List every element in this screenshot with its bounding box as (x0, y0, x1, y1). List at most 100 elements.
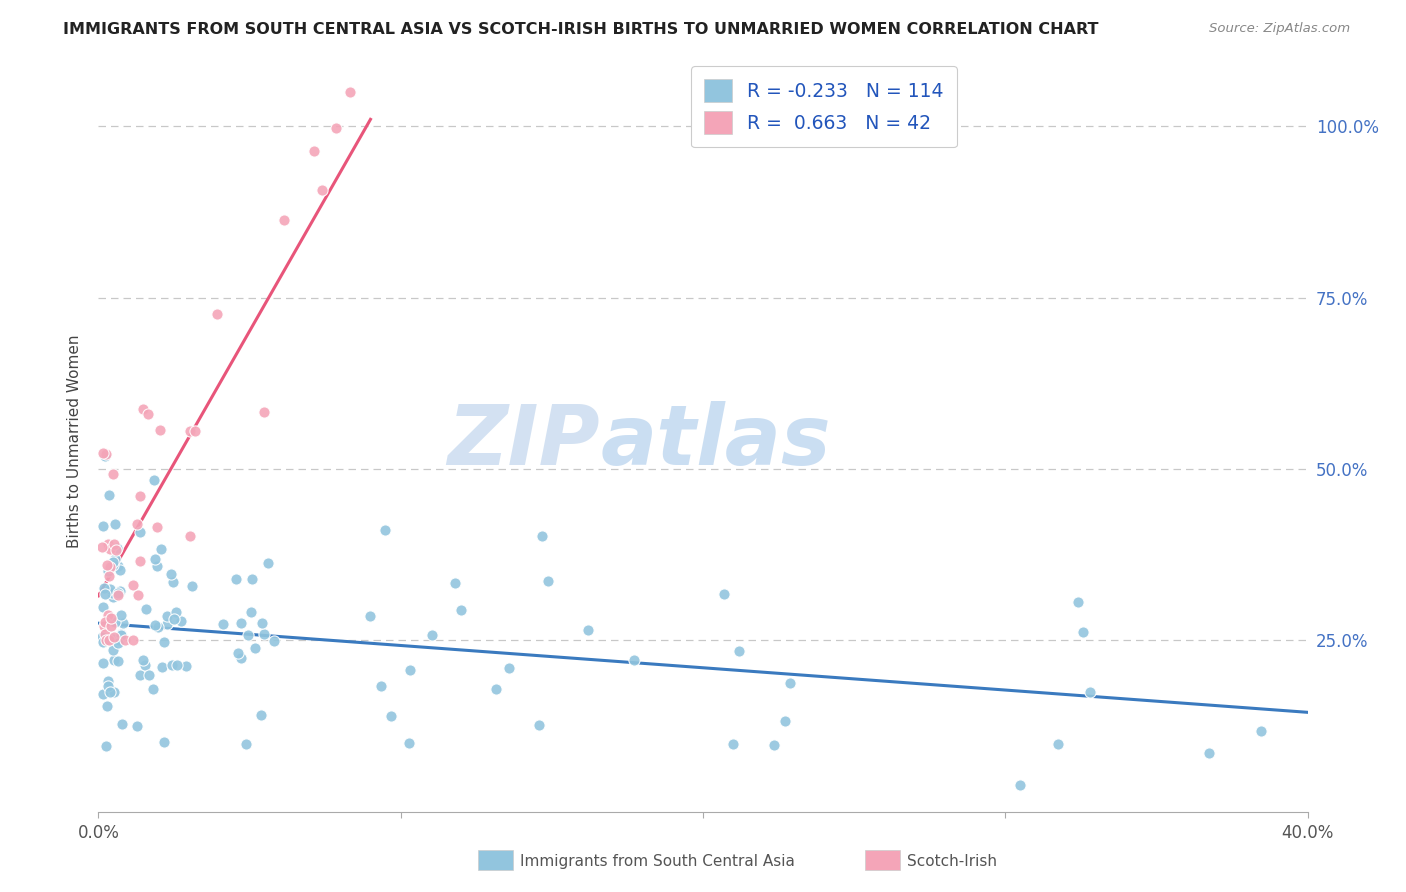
Point (114, 633, 136, 648)
Point (98, 582, 121, 596)
Point (91, 599, 114, 614)
Point (129, 489, 152, 503)
Point (163, 612, 186, 626)
Point (97, 679, 120, 693)
Point (103, 685, 125, 699)
Point (156, 608, 179, 623)
Text: Immigrants from South Central Asia: Immigrants from South Central Asia (520, 855, 796, 869)
Point (304, 144, 326, 158)
Point (485, 681, 508, 696)
Legend: R = -0.233   N = 114, R =  0.663   N = 42: R = -0.233 N = 114, R = 0.663 N = 42 (690, 66, 957, 147)
Point (325, 120, 347, 135)
Point (339, 85, 361, 99)
Point (98, 560, 121, 574)
Point (450, 603, 472, 617)
Point (91, 519, 114, 533)
Point (122, 578, 145, 592)
Point (105, 541, 128, 555)
Point (148, 620, 170, 634)
Point (108, 632, 131, 647)
Point (107, 586, 129, 600)
Point (101, 467, 124, 481)
Point (129, 668, 152, 682)
Point (156, 616, 179, 631)
Point (243, 641, 266, 656)
Point (149, 424, 172, 438)
Point (101, 555, 124, 569)
Point (225, 572, 247, 586)
Point (91, 630, 114, 644)
Point (93, 581, 115, 595)
Point (97, 608, 120, 623)
Point (229, 616, 252, 631)
Point (229, 650, 252, 665)
Point (98, 685, 121, 699)
Point (94, 450, 117, 464)
Point (103, 536, 125, 550)
Point (108, 584, 131, 599)
Point (125, 517, 148, 532)
Point (97, 673, 120, 688)
Point (399, 663, 422, 677)
Point (527, 718, 550, 732)
Point (110, 607, 132, 622)
Point (107, 588, 129, 602)
Point (143, 473, 166, 487)
Point (727, 643, 749, 657)
Point (135, 602, 157, 616)
Point (779, 675, 801, 690)
Text: Scotch-Irish: Scotch-Irish (907, 855, 997, 869)
Point (93, 615, 115, 630)
Point (211, 616, 233, 631)
Point (94, 739, 117, 753)
Point (97, 633, 120, 648)
Point (253, 404, 276, 418)
Point (108, 563, 131, 577)
Point (98, 541, 121, 556)
Point (110, 628, 132, 642)
Text: Source: ZipAtlas.com: Source: ZipAtlas.com (1209, 22, 1350, 36)
Point (112, 616, 135, 631)
Point (422, 628, 444, 642)
Point (576, 623, 599, 637)
Point (162, 575, 184, 590)
Point (152, 634, 174, 648)
Point (94, 633, 117, 648)
Point (713, 587, 735, 601)
Point (103, 558, 125, 572)
Point (146, 520, 169, 534)
Point (1046, 737, 1069, 751)
Point (111, 716, 134, 731)
Point (105, 543, 128, 558)
Point (170, 614, 193, 628)
Point (143, 618, 166, 632)
Point (249, 708, 271, 723)
Point (101, 632, 124, 646)
Point (131, 401, 153, 416)
Point (380, 708, 402, 723)
Point (252, 615, 274, 630)
Point (763, 738, 786, 752)
Point (235, 738, 257, 752)
Point (721, 737, 744, 751)
Point (93, 587, 115, 601)
Point (184, 424, 207, 438)
Point (136, 407, 159, 421)
Point (103, 653, 125, 667)
Point (100, 619, 122, 633)
Point (93, 626, 115, 640)
Point (91, 656, 114, 670)
Point (239, 605, 262, 619)
Point (179, 529, 201, 543)
Point (1198, 746, 1220, 760)
Point (623, 653, 645, 667)
Point (174, 659, 197, 673)
Point (180, 579, 202, 593)
Point (107, 636, 129, 650)
Point (444, 575, 467, 590)
Point (129, 554, 152, 568)
Point (240, 572, 263, 586)
Point (104, 584, 127, 599)
Point (104, 615, 127, 629)
Point (257, 557, 280, 571)
